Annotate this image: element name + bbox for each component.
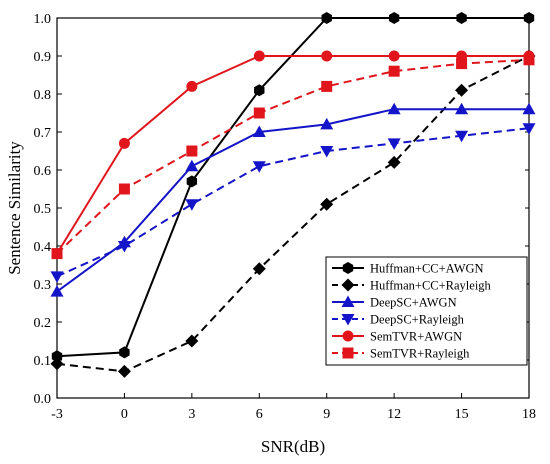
series-line <box>56 127 530 278</box>
data-point <box>50 285 64 297</box>
y-tick-label: 0.1 <box>34 354 52 369</box>
series-line <box>56 108 529 293</box>
y-tick-label: 0.8 <box>34 88 52 103</box>
x-tick-label: 9 <box>323 407 330 422</box>
data-point <box>185 199 199 211</box>
x-tick-label: 18 <box>522 407 536 422</box>
series-line <box>56 55 530 373</box>
data-point <box>185 159 199 172</box>
legend-label: SemTVR+Rayleigh <box>370 347 470 361</box>
data-point <box>253 50 265 62</box>
data-point <box>185 334 199 348</box>
x-tick-label: 12 <box>387 407 401 422</box>
legend-label: DeepSC+AWGN <box>370 296 457 310</box>
legend-marker <box>342 262 354 274</box>
data-point <box>252 125 266 137</box>
y-axis-label: Sentence Similarity <box>5 141 24 275</box>
x-tick-label: -3 <box>51 407 63 422</box>
legend-box <box>325 256 528 366</box>
data-point <box>186 145 198 157</box>
data-point <box>186 80 198 92</box>
data-point <box>252 262 266 276</box>
data-point <box>119 346 130 359</box>
data-point <box>51 350 63 363</box>
data-point <box>387 155 401 169</box>
data-point <box>252 161 266 173</box>
data-point <box>455 83 469 97</box>
data-point <box>118 183 130 195</box>
x-tick-label: 3 <box>188 407 195 422</box>
data-point <box>117 241 131 253</box>
legend-marker <box>341 314 355 326</box>
y-tick-label: 0.9 <box>34 50 52 65</box>
data-point <box>387 138 401 150</box>
data-point <box>388 12 400 24</box>
legend-label: DeepSC+Rayleigh <box>370 313 465 327</box>
y-tick-label: 0.0 <box>34 392 52 407</box>
axis-ticks: -3 0 3 6 9 12 15 18 0.0 0.1 0.2 0.3 0.4 0.5 0.6 0.7 0.8 0… <box>34 12 537 422</box>
data-point <box>321 12 332 24</box>
data-point <box>50 271 64 283</box>
x-tick-label: 15 <box>455 407 469 422</box>
legend-label: Huffman+CC+AWGN <box>370 262 484 276</box>
data-point <box>388 50 400 62</box>
data-point <box>387 102 401 115</box>
series-deepsc-awgn <box>50 102 536 297</box>
series-line <box>56 55 529 255</box>
data-point <box>117 364 131 378</box>
series-huffman-cc-awgn <box>51 12 535 363</box>
data-point <box>118 137 130 149</box>
data-point <box>456 12 467 24</box>
y-tick-label: 0.4 <box>34 240 52 255</box>
data-point <box>254 84 265 97</box>
y-tick-label: 0.3 <box>34 278 52 293</box>
data-point <box>456 58 468 70</box>
series-line <box>56 58 530 255</box>
data-point <box>522 123 536 135</box>
legend-marker <box>341 278 355 292</box>
data-point <box>522 102 536 115</box>
data-point <box>321 50 333 62</box>
legend-label: SemTVR+AWGN <box>370 330 462 344</box>
data-point <box>388 65 400 77</box>
x-axis-label: SNR(dB) <box>261 437 325 456</box>
series-semtvr-rayleigh <box>51 54 535 260</box>
y-tick-label: 1.0 <box>34 12 52 27</box>
legend-marker <box>341 295 355 307</box>
y-tick-label: 0.6 <box>34 164 52 179</box>
series-deepsc-rayleigh <box>50 123 536 283</box>
data-point <box>50 357 64 371</box>
data-point <box>320 146 334 158</box>
data-point <box>253 107 265 119</box>
data-point <box>320 197 334 211</box>
data-point <box>523 54 535 66</box>
data-point <box>455 130 469 143</box>
legend: Huffman+CC+AWGN Huffman+CC+Rayleigh DeepSC… <box>325 256 528 366</box>
x-tick-label: 6 <box>256 407 263 422</box>
y-tick-label: 0.7 <box>34 126 52 141</box>
y-tick-label: 0.5 <box>34 202 52 217</box>
data-point <box>321 80 333 92</box>
x-tick-label: 0 <box>121 407 128 422</box>
data-point <box>320 117 334 130</box>
y-tick-label: 0.2 <box>34 316 52 331</box>
data-point <box>455 102 469 115</box>
data-point <box>523 12 535 24</box>
legend-marker <box>342 330 354 342</box>
legend-marker <box>342 347 354 359</box>
legend-label: Huffman+CC+Rayleigh <box>370 279 492 293</box>
series-semtvr-awgn <box>51 50 535 260</box>
data-point <box>51 248 63 260</box>
series-line <box>56 17 529 358</box>
data-point <box>186 175 198 188</box>
series-lines <box>50 12 536 378</box>
